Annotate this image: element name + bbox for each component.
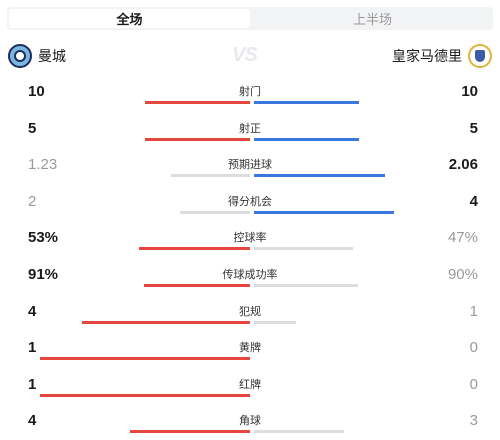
away-stat-bar xyxy=(254,430,344,434)
stat-label: 角球 xyxy=(239,415,261,428)
away-stat-value: 3 xyxy=(469,412,478,430)
stat-row: 10 射门 10 xyxy=(0,82,500,108)
home-stat-value: 1 xyxy=(28,375,37,393)
stat-label: 射正 xyxy=(239,122,261,135)
stat-row: 2 得分机会 4 xyxy=(0,192,500,218)
stat-label: 红牌 xyxy=(239,378,261,391)
away-stat-value: 4 xyxy=(469,192,478,210)
tab-first-half[interactable]: 上半场 xyxy=(352,12,392,27)
away-stat-bar xyxy=(254,284,358,287)
away-stat-value: 0 xyxy=(469,375,478,393)
away-stat-value: 1 xyxy=(469,302,478,320)
stat-label: 传球成功率 xyxy=(222,269,278,281)
stat-row: 5 射正 5 xyxy=(0,119,500,145)
home-stat-value: 91% xyxy=(28,266,59,283)
away-stat-value: 10 xyxy=(461,83,478,100)
home-stat-value: 53% xyxy=(28,229,59,247)
away-stat-bar xyxy=(254,320,296,324)
stat-label: 得分机会 xyxy=(228,195,272,208)
stat-label: 黄牌 xyxy=(239,342,261,355)
home-stat-bar xyxy=(139,247,250,251)
home-stat-value: 5 xyxy=(28,119,37,137)
away-stat-bar xyxy=(254,174,385,178)
home-stat-bar xyxy=(144,284,250,287)
vs-label: VS xyxy=(232,44,258,66)
home-stat-bar xyxy=(40,357,250,361)
stat-row: 1.23 预期进球 2.06 xyxy=(0,155,500,181)
home-stat-value: 4 xyxy=(28,412,37,430)
stat-row: 4 角球 3 xyxy=(0,411,500,437)
away-stat-value: 5 xyxy=(469,119,478,137)
home-stat-bar xyxy=(145,101,250,104)
home-stat-bar xyxy=(82,320,250,324)
home-stat-bar xyxy=(40,393,250,397)
home-team-name: 曼城 xyxy=(38,48,66,64)
home-stat-value: 1.23 xyxy=(28,156,58,174)
tab-full-match[interactable]: 全场 xyxy=(9,9,250,28)
home-stat-value: 1 xyxy=(28,339,37,357)
away-stat-value: 0 xyxy=(469,339,478,357)
period-tabs: 全场 上半场 xyxy=(7,7,493,30)
away-team[interactable]: 皇家马德里 xyxy=(386,40,492,72)
stat-row: 1 红牌 0 xyxy=(0,375,500,401)
real-madrid-crest-icon xyxy=(468,44,492,68)
stat-row: 4 犯规 1 xyxy=(0,302,500,328)
away-stat-bar xyxy=(254,137,359,141)
home-stat-value: 4 xyxy=(28,302,37,320)
home-stat-bar xyxy=(145,137,250,141)
stat-row: 1 黄牌 0 xyxy=(0,338,500,364)
stat-label: 控球率 xyxy=(233,232,267,245)
away-stat-value: 2.06 xyxy=(448,156,478,174)
stat-row: 53% 控球率 47% xyxy=(0,228,500,254)
home-team[interactable]: 曼城 xyxy=(8,40,72,72)
away-stat-value: 90% xyxy=(447,266,478,283)
away-stat-bar xyxy=(254,210,394,214)
away-stat-bar xyxy=(254,247,353,251)
home-stat-bar xyxy=(171,174,250,178)
stat-label: 预期进球 xyxy=(228,159,272,172)
stat-row: 91% 传球成功率 90% xyxy=(0,265,500,291)
stat-label: 犯规 xyxy=(239,305,261,318)
man-city-crest-icon xyxy=(8,44,32,68)
away-stat-value: 47% xyxy=(447,229,478,247)
away-team-name: 皇家马德里 xyxy=(392,48,462,64)
home-stat-bar xyxy=(130,430,250,434)
home-stat-value: 10 xyxy=(28,83,45,100)
home-stat-bar xyxy=(180,210,250,214)
stat-label: 射门 xyxy=(239,86,261,98)
away-stat-bar xyxy=(254,101,359,104)
match-header: 曼城 VS 皇家马德里 xyxy=(0,40,500,72)
home-stat-value: 2 xyxy=(28,192,37,210)
